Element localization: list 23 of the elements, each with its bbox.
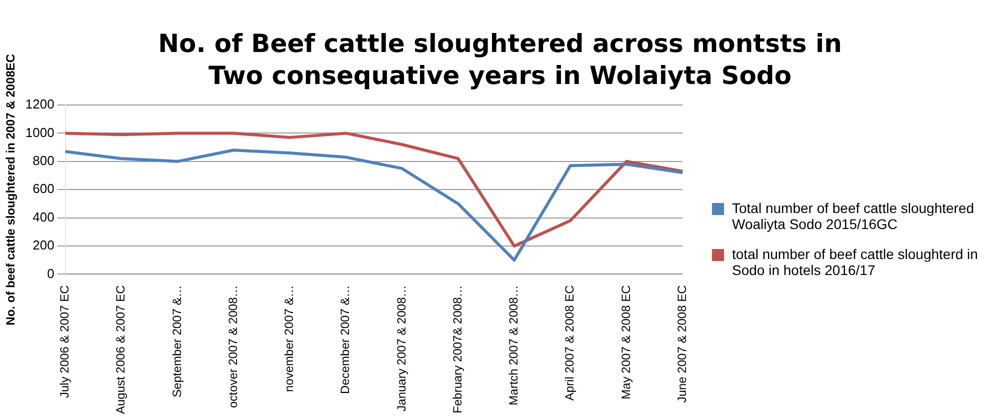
y-axis-title: No. of beef cattle sloughtered in 2007 & 2008EC [4,54,18,326]
x-tick-label: February 2007& 2008… [450,285,464,414]
legend-label: Total number of beef cattle sloughtered Woaliyta Sodo 2015/16GC [732,200,976,232]
x-tick-label: July 2006 & 2007 EC [58,284,72,398]
x-tick-label: August 2006 & 2007 EC [114,284,128,414]
y-tick-label: 200 [32,238,54,253]
x-tick-label: June 2007 & 2008 EC [674,284,689,403]
y-tick-label: 800 [32,152,54,168]
y-tick-label: 1000 [25,124,54,140]
x-tick-label: April 2007 & 2008 EC [562,284,577,401]
chart-title: No. of Beef cattle sloughtered across montsts in Two consequative years in Wolaiyta Sodo [157,28,843,92]
x-tick-label: May 2007 & 2008 EC [618,284,633,400]
x-tick-label: December 2007 &… [338,285,352,394]
y-tick-label: 400 [32,209,54,224]
y-tick-label: 0 [47,266,54,281]
x-tick-label: octover 2007 & 2008… [226,285,240,408]
legend-label: total number of beef cattle sloughterd in Sodo in hotels 2016/17 [732,246,979,278]
y-tick-label: 600 [32,181,54,196]
x-tick-label: november 2007 &… [282,285,296,392]
y-tick-label: 1200 [25,96,54,112]
x-tick-label: January 2007 & 2008… [394,285,408,412]
x-tick-label: Martch 2007 & 2008… [506,285,521,406]
x-tick-label: September 2007 &… [170,285,184,398]
